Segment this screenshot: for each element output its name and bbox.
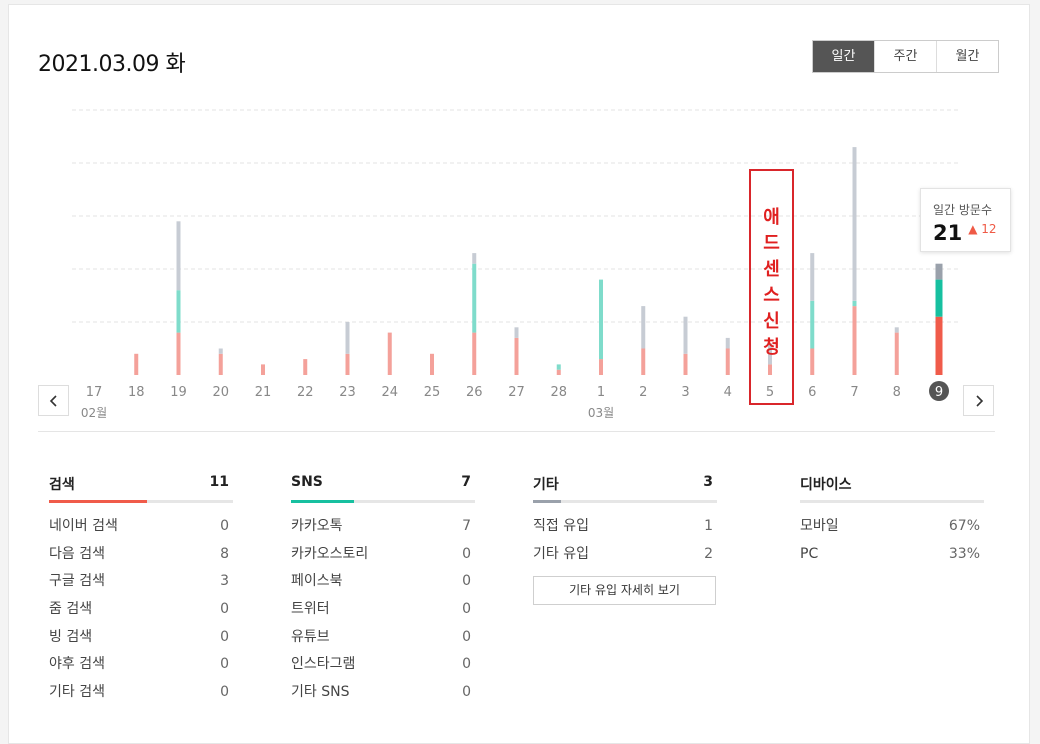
next-button[interactable] xyxy=(963,385,994,416)
divider xyxy=(38,431,995,432)
list-item: 유튜브 0 xyxy=(291,628,471,645)
device-bar xyxy=(800,500,984,503)
page-title: 2021.03.09 화 xyxy=(38,52,186,77)
search-stats: 검색 11 네이버 검색 0 다음 검색 8 구글 검색 3 줌 검색 0 빙 검색 0 … xyxy=(49,474,233,707)
list-item: 빙 검색 0 xyxy=(49,628,229,645)
list-item: 다음 검색 8 xyxy=(49,545,229,562)
search-title: 검색 xyxy=(49,477,75,493)
list-item: 인스타그램 0 xyxy=(291,656,471,673)
etc-total: 3 xyxy=(703,474,713,490)
list-item: 모바일 67% xyxy=(800,518,980,534)
device-title: 디바이스 xyxy=(800,477,852,493)
list-item: 줌 검색 0 xyxy=(49,601,229,618)
search-share-bar xyxy=(49,500,233,503)
tooltip-change: ▲ 12 xyxy=(968,222,997,236)
annotation-char: 센 xyxy=(763,259,780,280)
annotation-char: 청 xyxy=(763,337,780,358)
etc-detail-button[interactable]: 기타 유입 자세히 보기 xyxy=(533,576,716,606)
list-item: 네이버 검색 0 xyxy=(49,518,229,534)
list-item: 카카오톡 7 xyxy=(291,518,471,534)
tab-monthly[interactable]: 월간 xyxy=(936,41,998,72)
sns-title: SNS xyxy=(291,474,323,490)
search-total: 11 xyxy=(209,474,229,490)
period-tabs: 일간 주간 월간 xyxy=(812,40,999,73)
daily-visits-tooltip: 일간 방문수 21 ▲ 12 xyxy=(920,188,1011,252)
etc-title: 기타 xyxy=(533,477,559,493)
chevron-left-icon xyxy=(49,394,57,407)
sns-total: 7 xyxy=(461,474,471,490)
sns-share-bar xyxy=(291,500,475,503)
etc-share-bar xyxy=(533,500,717,503)
list-item: 기타 유입 2 xyxy=(533,545,713,562)
device-stats: 디바이스 모바일 67% PC 33% xyxy=(800,474,984,568)
list-item: 기타 SNS 0 xyxy=(291,684,471,701)
prev-button[interactable] xyxy=(38,385,69,416)
list-item: PC 33% xyxy=(800,545,980,562)
list-item: 직접 유입 1 xyxy=(533,518,713,534)
list-item: 트위터 0 xyxy=(291,601,471,618)
sns-stats: SNS 7 카카오톡 7 카카오스토리 0 페이스북 0 트위터 0 유튜브 0 인스타그… xyxy=(291,474,475,707)
annotation-char: 드 xyxy=(763,233,780,254)
list-item: 야후 검색 0 xyxy=(49,656,229,673)
annotation-char: 신 xyxy=(763,311,780,332)
annotation-char: 애 xyxy=(763,207,780,228)
list-item: 구글 검색 3 xyxy=(49,573,229,590)
annotation-char: 스 xyxy=(763,285,780,306)
list-item: 카카오스토리 0 xyxy=(291,545,471,562)
etc-stats: 기타 3 직접 유입 1 기타 유입 2 기타 유입 자세히 보기 xyxy=(533,474,717,606)
list-item: 기타 검색 0 xyxy=(49,684,229,701)
list-item: 페이스북 0 xyxy=(291,573,471,590)
adsense-annotation: 애 드 센 스 신 청 xyxy=(749,169,794,405)
tab-weekly[interactable]: 주간 xyxy=(874,41,936,72)
chevron-right-icon xyxy=(975,394,983,407)
tooltip-label: 일간 방문수 xyxy=(933,203,993,217)
tooltip-value: 21 xyxy=(933,221,963,245)
tab-daily[interactable]: 일간 xyxy=(813,41,874,72)
